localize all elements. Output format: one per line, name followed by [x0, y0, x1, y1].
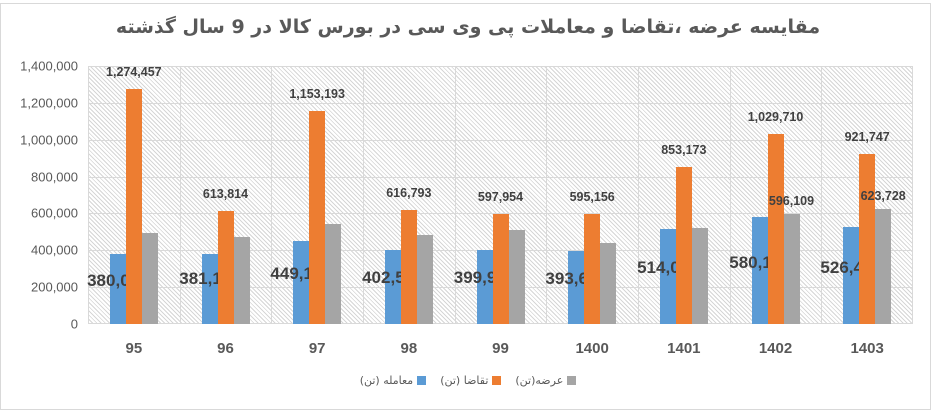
- gridline-vertical: [546, 67, 548, 323]
- data-label-demand: 595,156: [569, 190, 615, 205]
- bar-trade-95: [109, 253, 126, 324]
- bar-trade-1402: [751, 217, 768, 324]
- bar-trade-99: [476, 250, 493, 324]
- bar-supply-1401: [691, 227, 708, 324]
- data-label-demand: 1,029,710: [747, 110, 804, 125]
- bar-demand-1403: [859, 154, 876, 324]
- gridline-vertical: [729, 67, 731, 323]
- bar-trade-96: [201, 253, 218, 324]
- y-tick-label: 400,000: [31, 242, 78, 258]
- bar-trade-1401: [659, 229, 676, 324]
- gridline-vertical: [638, 67, 639, 323]
- x-tick-label: 97: [308, 340, 326, 357]
- x-tick-label: 1402: [758, 340, 793, 357]
- gridline-vertical: [454, 67, 456, 323]
- gridline-vertical: [271, 67, 273, 323]
- x-tick-label: 1401: [667, 340, 701, 357]
- gridline-horizontal: [89, 176, 912, 178]
- legend-swatch-trade: [417, 376, 427, 385]
- gridline-horizontal: [89, 102, 912, 104]
- gridline-vertical: [179, 67, 181, 323]
- bar-demand-99: [492, 213, 509, 324]
- bar-supply-97: [325, 223, 342, 324]
- legend-label-demand: تقاضا (تن): [440, 374, 489, 387]
- bar-supply-1402: [783, 214, 800, 324]
- y-tick-label: 1,000,000: [20, 132, 78, 148]
- data-label-supply: 596,109: [768, 194, 815, 209]
- legend-label-supply: عرضه(تن): [515, 374, 564, 387]
- y-tick-label: 1,200,000: [20, 95, 78, 111]
- bar-demand-95: [125, 89, 142, 324]
- x-tick-label: 99: [492, 340, 509, 357]
- data-label-demand: 616,793: [386, 186, 432, 201]
- legend-item-supply: عرضه(تن): [515, 374, 577, 387]
- x-tick-label: 96: [217, 340, 234, 357]
- bar-supply-98: [416, 234, 433, 324]
- chart-title: مقایسه عرضه ،تقاضا و معاملات پی وی سی در…: [115, 16, 821, 38]
- bar-demand-1402: [767, 134, 784, 324]
- legend-item-demand: تقاضا (تن): [440, 374, 502, 387]
- bar-trade-97: [293, 241, 310, 324]
- x-tick-label: 98: [400, 340, 418, 357]
- bar-demand-98: [400, 210, 417, 324]
- legend-swatch-demand: [492, 376, 502, 385]
- bar-supply-1403: [875, 209, 892, 324]
- x-tick-label: 1400: [575, 340, 609, 357]
- bar-trade-1403: [843, 226, 860, 324]
- y-tick-label: 800,000: [31, 169, 78, 185]
- bar-demand-1401: [675, 166, 692, 324]
- data-label-demand: 853,173: [661, 142, 707, 157]
- y-tick-label: 200,000: [31, 279, 78, 295]
- legend-item-trade: معامله (تن): [360, 374, 427, 387]
- legend: معامله (تن) تقاضا (تن) عرضه(تن): [0, 374, 936, 387]
- data-label-demand: 1,153,193: [289, 87, 345, 102]
- legend-label-trade: معامله (تن): [359, 374, 414, 387]
- y-tick-label: 600,000: [31, 205, 78, 221]
- bar-demand-97: [309, 111, 326, 324]
- bar-supply-1400: [600, 242, 617, 324]
- data-label-demand: 1,274,457: [106, 65, 162, 80]
- bar-demand-96: [217, 210, 234, 324]
- legend-swatch-supply: [567, 376, 577, 385]
- bar-supply-99: [508, 230, 525, 324]
- x-tick-label: 1403: [850, 340, 884, 357]
- gridline-horizontal: [89, 139, 912, 141]
- x-tick-label: 95: [125, 340, 143, 357]
- gridline-vertical: [821, 67, 823, 323]
- data-label-supply: 623,728: [860, 189, 906, 204]
- gridline-vertical: [363, 67, 364, 323]
- y-tick-label: 1,400,000: [20, 58, 78, 74]
- data-label-demand: 613,814: [202, 186, 249, 201]
- bar-trade-1400: [568, 251, 585, 324]
- bar-trade-98: [384, 249, 401, 324]
- y-tick-label: 0: [70, 316, 78, 332]
- bar-supply-95: [141, 232, 158, 324]
- bar-demand-1400: [584, 214, 601, 324]
- data-label-demand: 597,954: [477, 189, 524, 204]
- bar-supply-96: [233, 237, 250, 324]
- data-label-demand: 921,747: [844, 130, 890, 145]
